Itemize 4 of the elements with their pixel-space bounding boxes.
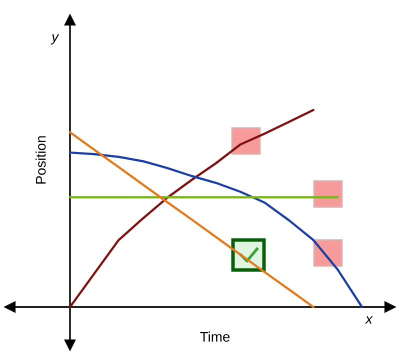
x-axis-title: Time [200, 332, 230, 342]
text: x [364, 316, 373, 324]
text: y [50, 34, 60, 44]
y-axis-title: Position [36, 136, 46, 184]
